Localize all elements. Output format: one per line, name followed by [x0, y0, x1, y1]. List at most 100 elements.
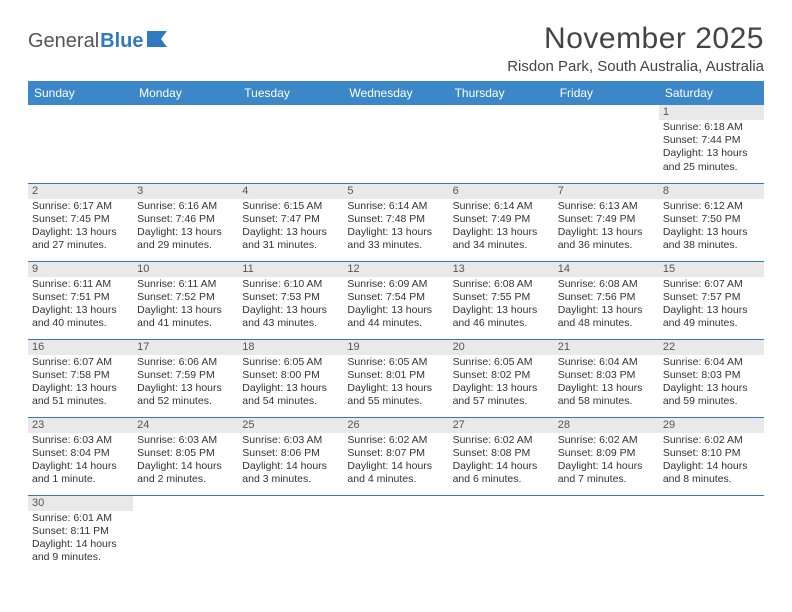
- empty-cell: [449, 105, 554, 183]
- day-number: 8: [659, 184, 764, 199]
- calendar-row: 16Sunrise: 6:07 AMSunset: 7:58 PMDayligh…: [28, 339, 764, 417]
- day-header: Thursday: [449, 81, 554, 105]
- day-info: Sunrise: 6:07 AMSunset: 7:57 PMDaylight:…: [659, 277, 764, 333]
- day-number: 25: [238, 418, 343, 433]
- day-number: 9: [28, 262, 133, 277]
- day-info: Sunrise: 6:03 AMSunset: 8:05 PMDaylight:…: [133, 433, 238, 489]
- day-number: 26: [343, 418, 448, 433]
- empty-cell: [133, 105, 238, 183]
- day-number: 12: [343, 262, 448, 277]
- day-cell: 26Sunrise: 6:02 AMSunset: 8:07 PMDayligh…: [343, 417, 448, 495]
- empty-cell: [343, 105, 448, 183]
- day-header: Monday: [133, 81, 238, 105]
- flag-icon: [147, 30, 173, 53]
- day-info: Sunrise: 6:04 AMSunset: 8:03 PMDaylight:…: [554, 355, 659, 411]
- day-info: Sunrise: 6:09 AMSunset: 7:54 PMDaylight:…: [343, 277, 448, 333]
- calendar-row: 1Sunrise: 6:18 AMSunset: 7:44 PMDaylight…: [28, 105, 764, 183]
- day-cell: 6Sunrise: 6:14 AMSunset: 7:49 PMDaylight…: [449, 183, 554, 261]
- day-number: 22: [659, 340, 764, 355]
- day-number: 5: [343, 184, 448, 199]
- day-info: Sunrise: 6:04 AMSunset: 8:03 PMDaylight:…: [659, 355, 764, 411]
- page-title: November 2025: [507, 22, 764, 56]
- location-text: Risdon Park, South Australia, Australia: [507, 58, 764, 75]
- day-info: Sunrise: 6:10 AMSunset: 7:53 PMDaylight:…: [238, 277, 343, 333]
- day-number: 1: [659, 105, 764, 120]
- day-cell: 2Sunrise: 6:17 AMSunset: 7:45 PMDaylight…: [28, 183, 133, 261]
- day-cell: 29Sunrise: 6:02 AMSunset: 8:10 PMDayligh…: [659, 417, 764, 495]
- day-number: 14: [554, 262, 659, 277]
- day-info: Sunrise: 6:14 AMSunset: 7:48 PMDaylight:…: [343, 199, 448, 255]
- day-info: Sunrise: 6:03 AMSunset: 8:06 PMDaylight:…: [238, 433, 343, 489]
- empty-cell: [554, 495, 659, 573]
- empty-cell: [238, 105, 343, 183]
- day-header: Wednesday: [343, 81, 448, 105]
- brand-part2: Blue: [100, 30, 143, 53]
- day-info: Sunrise: 6:14 AMSunset: 7:49 PMDaylight:…: [449, 199, 554, 255]
- day-cell: 20Sunrise: 6:05 AMSunset: 8:02 PMDayligh…: [449, 339, 554, 417]
- day-info: Sunrise: 6:03 AMSunset: 8:04 PMDaylight:…: [28, 433, 133, 489]
- day-number: 18: [238, 340, 343, 355]
- day-cell: 16Sunrise: 6:07 AMSunset: 7:58 PMDayligh…: [28, 339, 133, 417]
- title-block: November 2025 Risdon Park, South Austral…: [507, 22, 764, 75]
- day-cell: 5Sunrise: 6:14 AMSunset: 7:48 PMDaylight…: [343, 183, 448, 261]
- day-number: 4: [238, 184, 343, 199]
- day-info: Sunrise: 6:11 AMSunset: 7:52 PMDaylight:…: [133, 277, 238, 333]
- brand-logo: GeneralBlue: [28, 22, 173, 53]
- empty-cell: [28, 105, 133, 183]
- calendar-body: 1Sunrise: 6:18 AMSunset: 7:44 PMDaylight…: [28, 105, 764, 573]
- day-cell: 12Sunrise: 6:09 AMSunset: 7:54 PMDayligh…: [343, 261, 448, 339]
- day-cell: 24Sunrise: 6:03 AMSunset: 8:05 PMDayligh…: [133, 417, 238, 495]
- empty-cell: [449, 495, 554, 573]
- day-header: Tuesday: [238, 81, 343, 105]
- day-number: 16: [28, 340, 133, 355]
- calendar-table: SundayMondayTuesdayWednesdayThursdayFrid…: [28, 81, 764, 573]
- day-info: Sunrise: 6:05 AMSunset: 8:01 PMDaylight:…: [343, 355, 448, 411]
- day-number: 11: [238, 262, 343, 277]
- day-number: 6: [449, 184, 554, 199]
- day-cell: 23Sunrise: 6:03 AMSunset: 8:04 PMDayligh…: [28, 417, 133, 495]
- day-number: 10: [133, 262, 238, 277]
- header: GeneralBlue November 2025 Risdon Park, S…: [28, 22, 764, 75]
- empty-cell: [238, 495, 343, 573]
- day-number: 30: [28, 496, 133, 511]
- day-number: 19: [343, 340, 448, 355]
- day-cell: 28Sunrise: 6:02 AMSunset: 8:09 PMDayligh…: [554, 417, 659, 495]
- day-header: Sunday: [28, 81, 133, 105]
- day-header: Saturday: [659, 81, 764, 105]
- day-info: Sunrise: 6:06 AMSunset: 7:59 PMDaylight:…: [133, 355, 238, 411]
- day-number: 20: [449, 340, 554, 355]
- day-cell: 25Sunrise: 6:03 AMSunset: 8:06 PMDayligh…: [238, 417, 343, 495]
- day-info: Sunrise: 6:15 AMSunset: 7:47 PMDaylight:…: [238, 199, 343, 255]
- empty-cell: [133, 495, 238, 573]
- calendar-row: 9Sunrise: 6:11 AMSunset: 7:51 PMDaylight…: [28, 261, 764, 339]
- day-header-row: SundayMondayTuesdayWednesdayThursdayFrid…: [28, 81, 764, 105]
- day-info: Sunrise: 6:05 AMSunset: 8:02 PMDaylight:…: [449, 355, 554, 411]
- empty-cell: [659, 495, 764, 573]
- day-info: Sunrise: 6:02 AMSunset: 8:07 PMDaylight:…: [343, 433, 448, 489]
- day-cell: 14Sunrise: 6:08 AMSunset: 7:56 PMDayligh…: [554, 261, 659, 339]
- day-cell: 7Sunrise: 6:13 AMSunset: 7:49 PMDaylight…: [554, 183, 659, 261]
- day-info: Sunrise: 6:13 AMSunset: 7:49 PMDaylight:…: [554, 199, 659, 255]
- day-cell: 30Sunrise: 6:01 AMSunset: 8:11 PMDayligh…: [28, 495, 133, 573]
- day-number: 3: [133, 184, 238, 199]
- day-cell: 17Sunrise: 6:06 AMSunset: 7:59 PMDayligh…: [133, 339, 238, 417]
- day-number: 15: [659, 262, 764, 277]
- day-cell: 27Sunrise: 6:02 AMSunset: 8:08 PMDayligh…: [449, 417, 554, 495]
- day-info: Sunrise: 6:17 AMSunset: 7:45 PMDaylight:…: [28, 199, 133, 255]
- day-cell: 15Sunrise: 6:07 AMSunset: 7:57 PMDayligh…: [659, 261, 764, 339]
- day-cell: 22Sunrise: 6:04 AMSunset: 8:03 PMDayligh…: [659, 339, 764, 417]
- day-info: Sunrise: 6:02 AMSunset: 8:09 PMDaylight:…: [554, 433, 659, 489]
- day-cell: 1Sunrise: 6:18 AMSunset: 7:44 PMDaylight…: [659, 105, 764, 183]
- empty-cell: [343, 495, 448, 573]
- day-info: Sunrise: 6:11 AMSunset: 7:51 PMDaylight:…: [28, 277, 133, 333]
- calendar-row: 2Sunrise: 6:17 AMSunset: 7:45 PMDaylight…: [28, 183, 764, 261]
- day-number: 24: [133, 418, 238, 433]
- day-info: Sunrise: 6:12 AMSunset: 7:50 PMDaylight:…: [659, 199, 764, 255]
- day-info: Sunrise: 6:08 AMSunset: 7:56 PMDaylight:…: [554, 277, 659, 333]
- day-number: 17: [133, 340, 238, 355]
- empty-cell: [554, 105, 659, 183]
- day-number: 2: [28, 184, 133, 199]
- day-info: Sunrise: 6:16 AMSunset: 7:46 PMDaylight:…: [133, 199, 238, 255]
- day-cell: 13Sunrise: 6:08 AMSunset: 7:55 PMDayligh…: [449, 261, 554, 339]
- day-header: Friday: [554, 81, 659, 105]
